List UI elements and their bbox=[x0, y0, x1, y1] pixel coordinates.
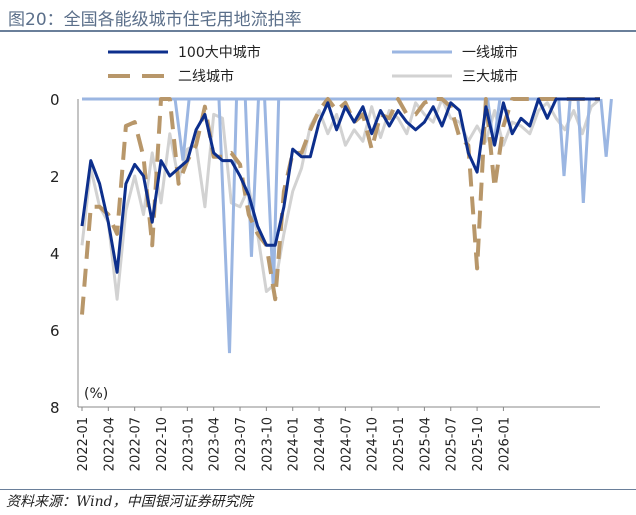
series-line-tier1-spike bbox=[263, 98, 281, 292]
axes-group: 0 2 4 6 8 2022-01 2022-04 2022-07 2022-10 2023-01… bbox=[50, 91, 600, 471]
x-tick-label: 2025-07 bbox=[445, 417, 460, 471]
series-line-2 bbox=[80, 97, 600, 315]
y-tick-label: 2 bbox=[50, 168, 60, 186]
source-note: 资料来源：Wind，中国银河证券研究院 bbox=[6, 494, 253, 510]
x-tick-label: 2023-10 bbox=[260, 417, 275, 471]
series-line-tier1-spike bbox=[173, 98, 191, 161]
legend-label: 100大中城市 bbox=[178, 44, 261, 61]
legend-label: 二线城市 bbox=[178, 68, 234, 85]
x-tick-label: 2022-01 bbox=[76, 417, 91, 471]
x-tick-label: 2025-01 bbox=[392, 417, 407, 471]
series-lines-group bbox=[80, 97, 613, 354]
x-tick-label: 2025-04 bbox=[418, 417, 433, 471]
x-tick-label: 2023-04 bbox=[208, 417, 223, 471]
series-line-tier1-spike bbox=[243, 98, 260, 257]
y-unit-label: (%) bbox=[84, 386, 108, 402]
y-tick-label: 6 bbox=[50, 322, 60, 340]
series-line-3 bbox=[80, 97, 601, 301]
x-tick-label: 2023-01 bbox=[181, 417, 196, 471]
x-tick-label: 2024-04 bbox=[313, 417, 328, 471]
series-line-tier1-spike bbox=[599, 98, 613, 157]
x-tick-label: 2024-10 bbox=[366, 417, 381, 471]
legend-label: 三大城市 bbox=[462, 68, 518, 85]
y-tick-label: 0 bbox=[50, 91, 60, 109]
legend-label: 一线城市 bbox=[462, 44, 518, 61]
line-chart: 0 2 4 6 8 2022-01 2022-04 2022-07 2022-10 2023-01… bbox=[50, 44, 613, 471]
x-tick-label: 2022-04 bbox=[102, 417, 117, 471]
x-tick-label: 2023-07 bbox=[234, 417, 249, 471]
x-tick-label: 2024-01 bbox=[287, 417, 302, 471]
chart-title: 图20：全国各能级城市住宅用地流拍率 bbox=[8, 10, 302, 30]
source-divider bbox=[0, 489, 636, 490]
y-tick-label: 8 bbox=[50, 399, 60, 417]
series-line-tier1-spike bbox=[217, 98, 239, 354]
series-line-tier1-spike bbox=[557, 98, 572, 177]
series-line-0 bbox=[80, 97, 600, 274]
series-line-tier1-spike bbox=[576, 98, 591, 204]
x-tick-label: 2024-07 bbox=[339, 417, 354, 471]
x-tick-label: 2022-07 bbox=[129, 417, 144, 471]
y-tick-label: 4 bbox=[50, 245, 60, 263]
title-divider bbox=[0, 30, 636, 32]
x-tick-label: 2026-01 bbox=[497, 417, 512, 471]
x-tick-label: 2022-10 bbox=[155, 417, 170, 471]
x-tick-label: 2025-10 bbox=[471, 417, 486, 471]
